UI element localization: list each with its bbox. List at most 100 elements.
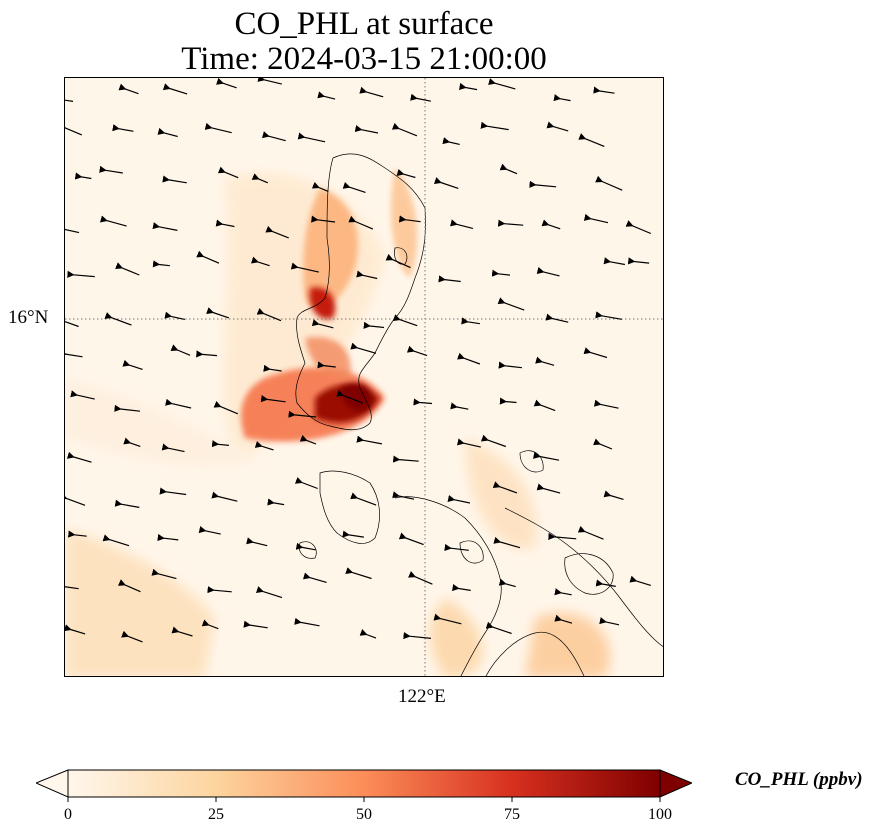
wind-arrow — [117, 579, 141, 593]
co-field-patch — [430, 598, 483, 676]
wind-arrow — [198, 526, 221, 535]
wind-arrow — [447, 494, 471, 504]
coastline — [504, 507, 663, 647]
wind-arrow — [123, 437, 141, 447]
coastline — [394, 247, 408, 265]
coastlines — [295, 153, 663, 676]
wind-arrow — [541, 219, 561, 230]
co-field-patch — [390, 168, 418, 278]
wind-arrow — [413, 398, 433, 406]
wind-arrow — [115, 262, 140, 276]
wind-arrow — [595, 175, 623, 191]
wind-arrow — [121, 630, 143, 643]
wind-arrow — [295, 542, 316, 551]
wind-arrow — [213, 400, 239, 415]
wind-arrow — [99, 165, 123, 174]
wind-arrow — [535, 356, 555, 366]
wind-arrow — [342, 530, 364, 538]
wind-arrow — [577, 525, 604, 540]
co-field-hotspot — [340, 383, 372, 412]
wind-arrow — [354, 125, 379, 134]
coastline — [394, 496, 502, 676]
wind-arrow — [359, 86, 384, 98]
wind-arrow — [548, 532, 577, 540]
wind-arrow — [65, 228, 80, 234]
wind-arrow — [152, 260, 170, 268]
wind-arrow — [118, 83, 139, 95]
wind-arrow — [356, 270, 378, 280]
wind-arrow — [392, 314, 418, 327]
wind-arrow — [251, 173, 269, 184]
wind-arrow — [491, 269, 511, 277]
wind-arrow — [433, 177, 459, 189]
wind-arrow — [457, 352, 481, 365]
wind-arrow — [452, 584, 471, 592]
wind-arrow — [456, 438, 481, 448]
wind-arrow — [385, 253, 411, 269]
wind-arrow — [396, 169, 416, 179]
wind-arrow — [342, 181, 366, 193]
wind-arrow — [67, 530, 87, 538]
wind-arrow — [207, 586, 232, 594]
wind-arrow — [433, 613, 462, 625]
wind-arrow — [493, 536, 521, 549]
wind-arrow — [461, 317, 480, 325]
coastline — [299, 541, 317, 559]
wind-arrow — [498, 578, 516, 588]
colorbar-gradient — [67, 769, 661, 798]
map-title-line1: CO_PHL at surface — [234, 6, 494, 42]
wind-arrow — [302, 572, 327, 583]
wind-arrow — [578, 133, 605, 147]
wind-arrow — [554, 614, 573, 624]
colorbar-low-extend — [36, 769, 69, 798]
colorbar-tick-label: 50 — [356, 806, 372, 823]
wind-arrow — [499, 163, 518, 175]
wind-arrow — [398, 215, 421, 223]
wind-arrow — [114, 404, 141, 412]
wind-arrow — [152, 222, 178, 231]
wind-arrow — [406, 345, 428, 357]
wind-arrow — [536, 483, 561, 494]
wind-arrow — [403, 632, 431, 640]
wind-arrow — [345, 567, 372, 580]
colorbar-tick-label: 25 — [208, 806, 224, 823]
wind-arrow — [171, 626, 193, 637]
wind-arrow — [438, 275, 461, 283]
wind-arrow — [583, 213, 609, 224]
wind-arrow — [392, 455, 419, 463]
coastline — [319, 470, 380, 544]
wind-arrow — [398, 532, 424, 546]
wind-arrow — [595, 311, 623, 320]
wind-arrow — [297, 132, 326, 143]
wind-arrow — [625, 220, 652, 235]
coastline — [485, 631, 585, 676]
wind-arrow — [267, 498, 285, 506]
wind-arrow — [102, 534, 130, 547]
wind-arrow — [70, 390, 95, 400]
wind-arrow — [161, 443, 185, 453]
wind-arrow — [265, 225, 289, 239]
wind-arrow — [290, 262, 319, 273]
co-field-hotspot — [309, 287, 336, 320]
wind-arrow — [583, 347, 608, 359]
colorbar-tick-label: 0 — [64, 806, 72, 823]
coastline — [295, 153, 426, 431]
colorbar-tick-label: 100 — [648, 806, 672, 823]
wind-arrow — [157, 127, 178, 138]
wind-arrow — [65, 586, 79, 590]
wind-arrow — [488, 78, 516, 90]
wind-arrow — [151, 568, 177, 580]
wind-arrow — [256, 307, 282, 322]
wind-arrow — [294, 477, 318, 490]
wind-arrow — [444, 543, 469, 552]
wind-arrow — [157, 533, 179, 542]
wind-arrow — [66, 451, 92, 463]
wind-arrow — [356, 435, 383, 445]
colorbar-label: CO_PHL (ppbv) — [735, 769, 863, 790]
wind-arrow — [162, 83, 188, 95]
wind-arrow — [112, 124, 134, 132]
wind-arrow — [497, 219, 524, 227]
map-panel — [64, 77, 664, 677]
wind-arrow — [250, 256, 270, 267]
wind-arrow — [627, 257, 650, 265]
